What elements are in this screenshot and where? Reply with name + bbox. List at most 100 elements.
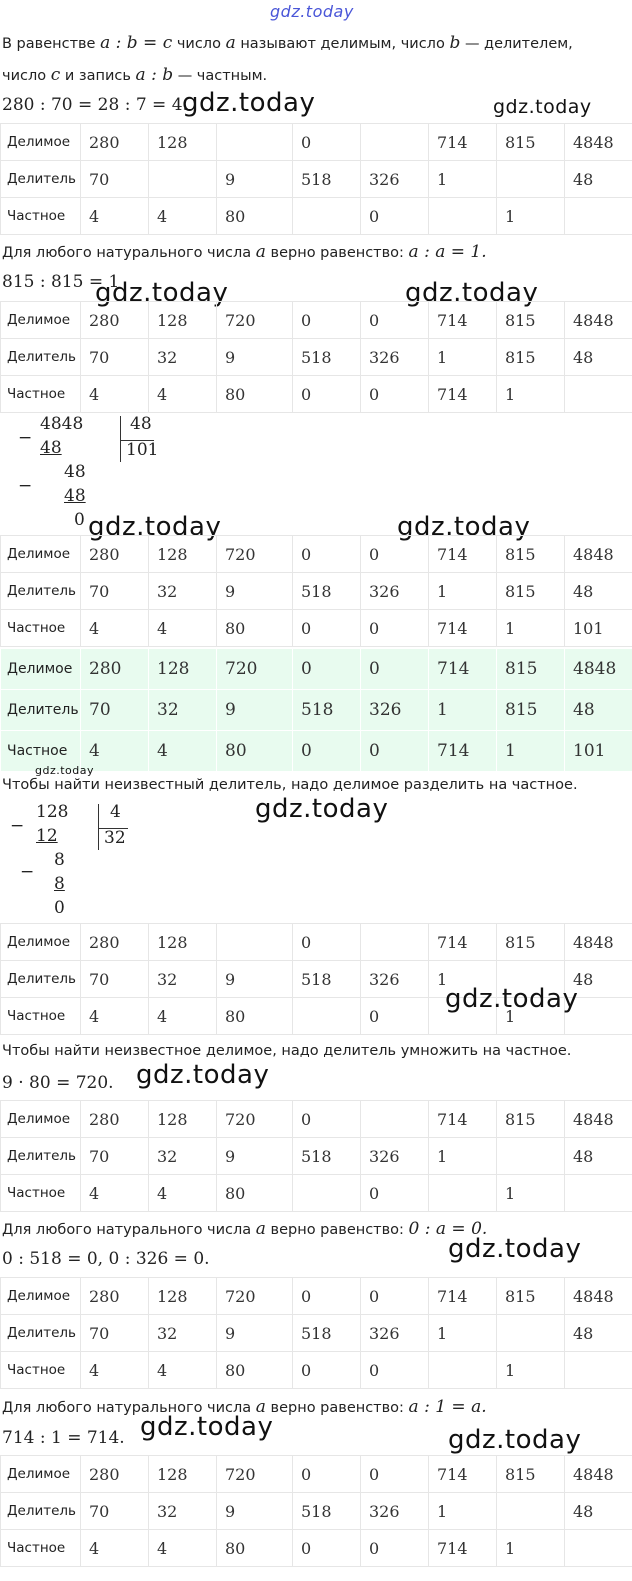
- table-cell: [564, 1529, 632, 1567]
- table-cell: 80: [216, 197, 293, 235]
- table-cell: 326: [360, 689, 429, 731]
- table-row: Делимое 280 128 720 0 0 714 815 4848: [0, 648, 632, 690]
- table-cell: 1: [428, 160, 497, 198]
- table-cell: 32: [148, 1137, 217, 1175]
- equation-5: 714 : 1 = 714.: [2, 1428, 125, 1448]
- intro-line-1: В равенстве a : b = c число a называют д…: [2, 33, 573, 53]
- table-cell: 1: [428, 572, 497, 610]
- table-cell: 48: [564, 1137, 632, 1175]
- table-cell: 4: [148, 375, 217, 413]
- row-label: Делитель: [0, 338, 81, 376]
- table-cell: 4: [148, 997, 217, 1035]
- table-cell: 280: [80, 648, 149, 690]
- watermark: gdz.today: [493, 96, 592, 118]
- division-table-8: Делимое 280 128 720 0 0 714 815 4848 Делитель 70 32…: [0, 1455, 632, 1567]
- equation-3: 9 · 80 = 720.: [2, 1073, 114, 1093]
- table-cell: 128: [148, 1455, 217, 1493]
- long-division-4848-by-48: − 4848 48 − 48 48 0 48 101: [0, 410, 170, 535]
- table-cell: 518: [292, 1314, 361, 1352]
- table-row: Делимое 280 128 0 714 815 4848: [0, 923, 632, 961]
- table-row: Частное 4 4 80 0 1: [0, 997, 632, 1035]
- table-cell: 0: [292, 1100, 361, 1138]
- row-label: Делимое: [0, 123, 81, 161]
- table-row: Частное 4 4 80 0 1: [0, 197, 632, 235]
- table-cell: 714: [428, 648, 497, 690]
- remainder: 48: [64, 462, 86, 482]
- table-cell: 70: [80, 689, 149, 731]
- table-cell: 1: [428, 1137, 497, 1175]
- intro-text: число: [2, 68, 47, 84]
- table-cell: 0: [292, 1351, 361, 1389]
- table-cell: [216, 923, 293, 961]
- table-cell: 4: [148, 609, 217, 647]
- table-cell: 0: [360, 1529, 429, 1567]
- table-cell: 815: [496, 572, 565, 610]
- table-cell: 4: [80, 730, 149, 772]
- table-cell: 714: [428, 1529, 497, 1567]
- table-cell: 128: [148, 301, 217, 339]
- table-cell: 815: [496, 338, 565, 376]
- table-cell: 1: [496, 1351, 565, 1389]
- intro-text: — делителем,: [464, 36, 573, 52]
- table-row: Делитель 70 32 9 518 326 1 48: [0, 1137, 632, 1175]
- table-cell: 326: [360, 338, 429, 376]
- row-label: Делитель: [0, 960, 81, 998]
- table-row: Частное 4 4 80 0 0 714 1: [0, 375, 632, 413]
- table-cell: 4848: [564, 123, 632, 161]
- table-cell: 0: [292, 1529, 361, 1567]
- rule-equation: 0 : a = 0.: [408, 1219, 488, 1239]
- table-cell: 815: [496, 535, 565, 573]
- table-cell: 4: [148, 197, 217, 235]
- table-cell: 9: [216, 960, 293, 998]
- division-table-5: Делимое 280 128 0 714 815 4848 Делитель 70 32 9 518…: [0, 923, 632, 1035]
- division-table-answer: Делимое 280 128 720 0 0 714 815 4848 Делитель 70 32…: [0, 648, 632, 772]
- table-cell: 48: [564, 1314, 632, 1352]
- table-cell: [428, 197, 497, 235]
- table-cell: 0: [360, 375, 429, 413]
- minus-sign: −: [20, 862, 35, 882]
- table-cell: 0: [292, 123, 361, 161]
- intro-equation: a : b = c: [100, 33, 173, 53]
- table-cell: 518: [292, 960, 361, 998]
- table-cell: 326: [360, 1314, 429, 1352]
- row-label: Делимое: [0, 1100, 81, 1138]
- table-cell: 0: [360, 1277, 429, 1315]
- table-cell: 4: [80, 375, 149, 413]
- table-row: Частное 4 4 80 0 0 714 1 101: [0, 730, 632, 772]
- row-label: Частное: [0, 375, 81, 413]
- row-label: Частное: [0, 997, 81, 1035]
- intro-text: число: [176, 36, 221, 52]
- rule-text: верно равенство:: [270, 245, 404, 261]
- table-cell: 4: [80, 609, 149, 647]
- table-cell: 80: [216, 375, 293, 413]
- table-row: Частное 4 4 80 0 0 1: [0, 1351, 632, 1389]
- table-cell: 9: [216, 1314, 293, 1352]
- table-cell: 815: [496, 1277, 565, 1315]
- table-cell: 518: [292, 338, 361, 376]
- table-cell: 9: [216, 572, 293, 610]
- intro-text: В равенстве: [2, 36, 96, 52]
- table-cell: 815: [496, 301, 565, 339]
- intro-expression: a : b: [135, 65, 174, 85]
- table-cell: [428, 1174, 497, 1212]
- table-cell: [496, 1492, 565, 1530]
- table-cell: 326: [360, 1492, 429, 1530]
- table-cell: 0: [292, 1455, 361, 1493]
- table-cell: 128: [148, 1100, 217, 1138]
- table-row: Делитель 70 32 9 518 326 1 815 48: [0, 338, 632, 376]
- table-cell: [292, 997, 361, 1035]
- rule-var-a: a: [255, 1397, 266, 1417]
- table-cell: 714: [428, 923, 497, 961]
- divisor: 48: [130, 414, 152, 434]
- table-cell: 48: [564, 572, 632, 610]
- table-cell: 32: [148, 572, 217, 610]
- rule-var-a: a: [255, 1219, 266, 1239]
- table-row: Делимое 280 128 720 0 0 714 815 4848: [0, 535, 632, 573]
- table-cell: 4848: [564, 923, 632, 961]
- table-cell: 4: [80, 1351, 149, 1389]
- table-row: Делитель 70 32 9 518 326 1 815 48: [0, 689, 632, 731]
- table-cell: 4848: [564, 1277, 632, 1315]
- table-cell: 1: [428, 338, 497, 376]
- table-cell: 0: [292, 648, 361, 690]
- watermark: gdz.today: [448, 1234, 582, 1264]
